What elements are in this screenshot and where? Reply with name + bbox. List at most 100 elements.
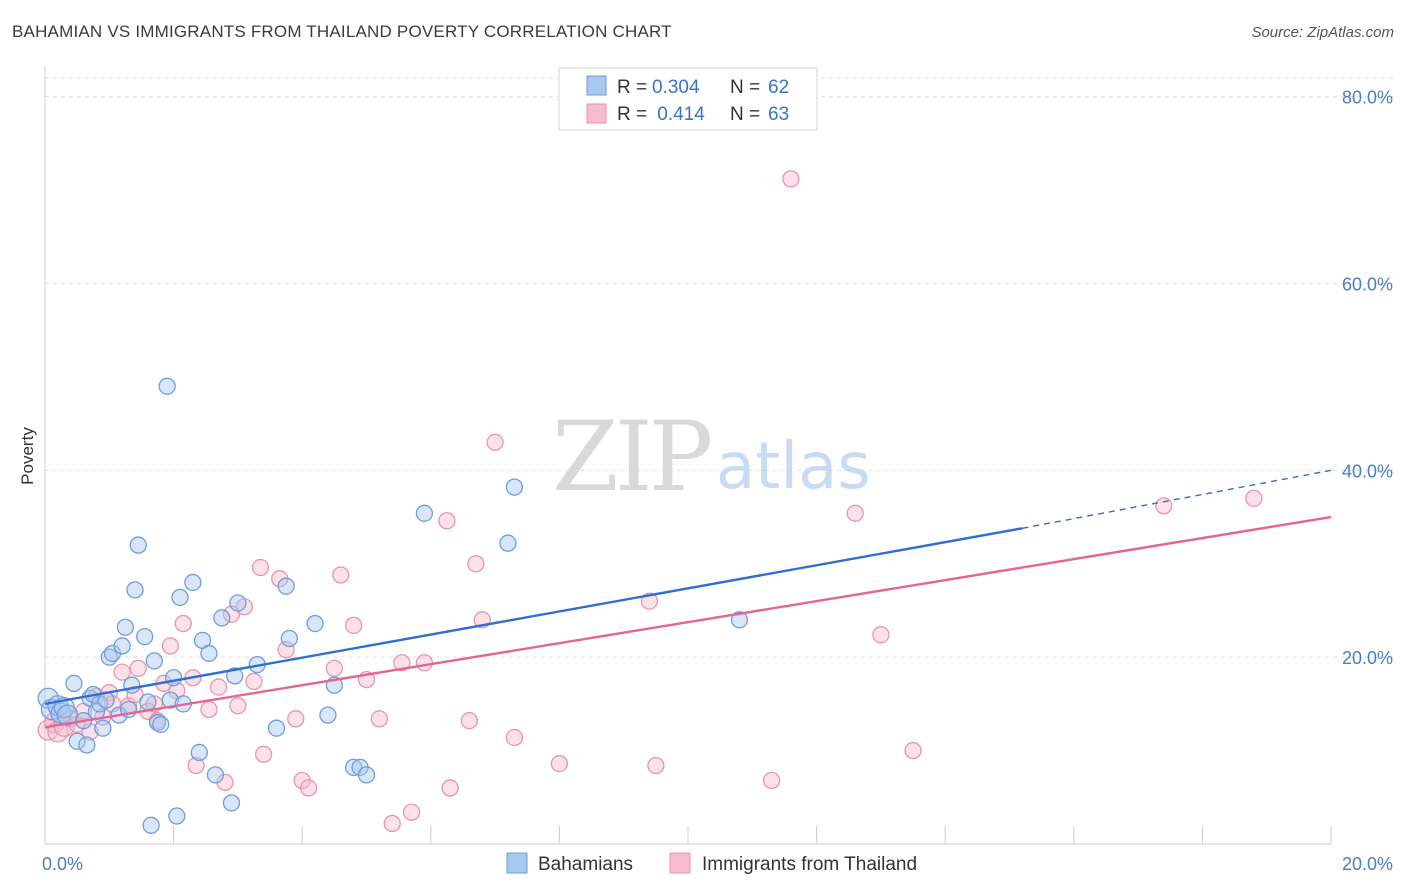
bahamians-point: [142, 816, 160, 834]
thailand-point: [1155, 497, 1173, 515]
thailand-point: [254, 745, 273, 763]
thailand-point: [467, 555, 485, 573]
thailand-point: [245, 672, 263, 691]
bahamians-point: [94, 719, 112, 737]
thailand-point: [174, 614, 192, 633]
thailand-point: [402, 803, 421, 821]
bahamians-point: [161, 691, 180, 709]
y-tick-label: 60.0%: [1342, 275, 1393, 295]
y-tick-labels: 20.0% 40.0% 60.0% 80.0%: [1342, 88, 1393, 668]
bahamians-point: [226, 667, 244, 685]
bahamians-point: [730, 611, 749, 629]
thailand-point: [441, 779, 459, 797]
legend-n-label-bahamians: N =: [730, 77, 760, 98]
thailand-point: [344, 616, 363, 635]
legend-r-value-thailand: 0.414: [652, 104, 705, 125]
series-legend-swatch-bahamians: [506, 852, 528, 874]
thailand-point: [486, 433, 504, 451]
bahamians-point: [229, 594, 247, 612]
thailand-point: [332, 566, 350, 584]
bahamians-point: [499, 534, 517, 552]
bahamians-point: [116, 618, 135, 636]
thailand-point: [782, 170, 800, 188]
bahamians-point: [145, 652, 163, 670]
thailand-point: [415, 654, 434, 672]
series-legend-label-bahamians: Bahamians: [538, 854, 633, 875]
thailand-point: [161, 637, 180, 655]
x-tick-label: 0.0%: [42, 854, 83, 874]
y-axis-label: Poverty: [18, 427, 37, 485]
thailand-point: [550, 755, 569, 773]
bahamians-point: [222, 794, 241, 812]
bahamians-point: [319, 706, 337, 724]
legend-n-label-thailand: N =: [730, 104, 760, 125]
chart-title: BAHAMIAN VS IMMIGRANTS FROM THAILAND POV…: [12, 22, 672, 41]
bahamians-point: [123, 676, 141, 694]
thailand-point: [229, 697, 247, 715]
bahamians-point: [136, 627, 154, 646]
bahamians-point: [164, 669, 183, 687]
thailand-point: [325, 659, 344, 678]
legend-swatch-thailand: [586, 103, 607, 124]
bahamians-point: [267, 719, 286, 737]
bahamians-point: [129, 536, 147, 554]
bahamians-point: [158, 377, 176, 395]
stats-legend: R = 0.304 N = 62 R = 0.414 N = 63: [558, 67, 818, 131]
thailand-point: [505, 728, 524, 747]
thailand-point: [383, 814, 401, 833]
legend-r-label-bahamians: R =: [617, 77, 647, 98]
bahamians-point: [126, 581, 144, 599]
thailand-point: [113, 663, 131, 681]
bahamians-point: [206, 766, 225, 784]
bahamians-point: [65, 674, 83, 692]
thailand-point: [287, 710, 305, 728]
gridlines: [45, 77, 1393, 658]
thailand-point: [393, 654, 411, 672]
bahamians-point: [113, 637, 131, 655]
watermark-zip: ZIP: [552, 401, 711, 513]
trend-lines: [44, 469, 1332, 729]
thailand-point: [277, 641, 295, 659]
thailand-point: [762, 771, 781, 790]
bahamians-point: [184, 573, 202, 592]
bahamians-point: [78, 736, 96, 754]
bahamians-point: [152, 715, 170, 734]
chart-source: Source: ZipAtlas.com: [1251, 24, 1394, 41]
bahamians-point: [280, 629, 298, 648]
bahamians-point: [171, 588, 189, 607]
thailand-point: [129, 659, 147, 678]
series-legend-label-thailand: Immigrants from Thailand: [702, 854, 917, 875]
thailand-point: [209, 678, 228, 696]
bahamians-point: [139, 693, 157, 711]
legend-swatch-bahamians: [586, 75, 607, 96]
bahamians-point: [306, 614, 324, 633]
bahamians-point: [213, 609, 231, 627]
bahamians-trend-line: [44, 527, 1023, 706]
thailand-point: [1245, 489, 1263, 508]
thailand-point: [438, 512, 456, 530]
watermark-atlas: atlas: [716, 430, 871, 504]
bahamians-point: [505, 478, 524, 496]
series-legend: Bahamians Immigrants from Thailand: [506, 852, 917, 875]
thailand-point: [460, 712, 479, 730]
bahamians-point: [415, 504, 434, 522]
thailand-point: [200, 700, 218, 719]
legend-n-value-bahamians: 62: [768, 77, 789, 98]
y-tick-label: 80.0%: [1342, 88, 1393, 108]
x-tick-labels: 0.0% 20.0%: [42, 854, 1393, 874]
bahamians-point: [68, 732, 86, 750]
legend-n-value-thailand: 63: [768, 104, 789, 125]
thailand-point: [647, 756, 665, 775]
thailand-point: [299, 779, 318, 797]
thailand-point: [904, 741, 922, 760]
thailand-point: [846, 504, 864, 522]
legend-r-label-thailand: R =: [617, 104, 647, 125]
bahamians-point: [357, 766, 376, 784]
bahamians-point: [277, 577, 295, 595]
y-tick-label: 20.0%: [1342, 648, 1393, 668]
thailand-point: [187, 756, 205, 775]
bahamians-point: [344, 758, 363, 777]
bahamians-point: [168, 807, 186, 825]
thailand-point: [872, 626, 890, 644]
